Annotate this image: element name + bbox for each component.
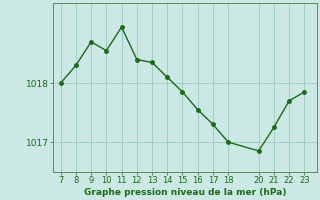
X-axis label: Graphe pression niveau de la mer (hPa): Graphe pression niveau de la mer (hPa) bbox=[84, 188, 286, 197]
